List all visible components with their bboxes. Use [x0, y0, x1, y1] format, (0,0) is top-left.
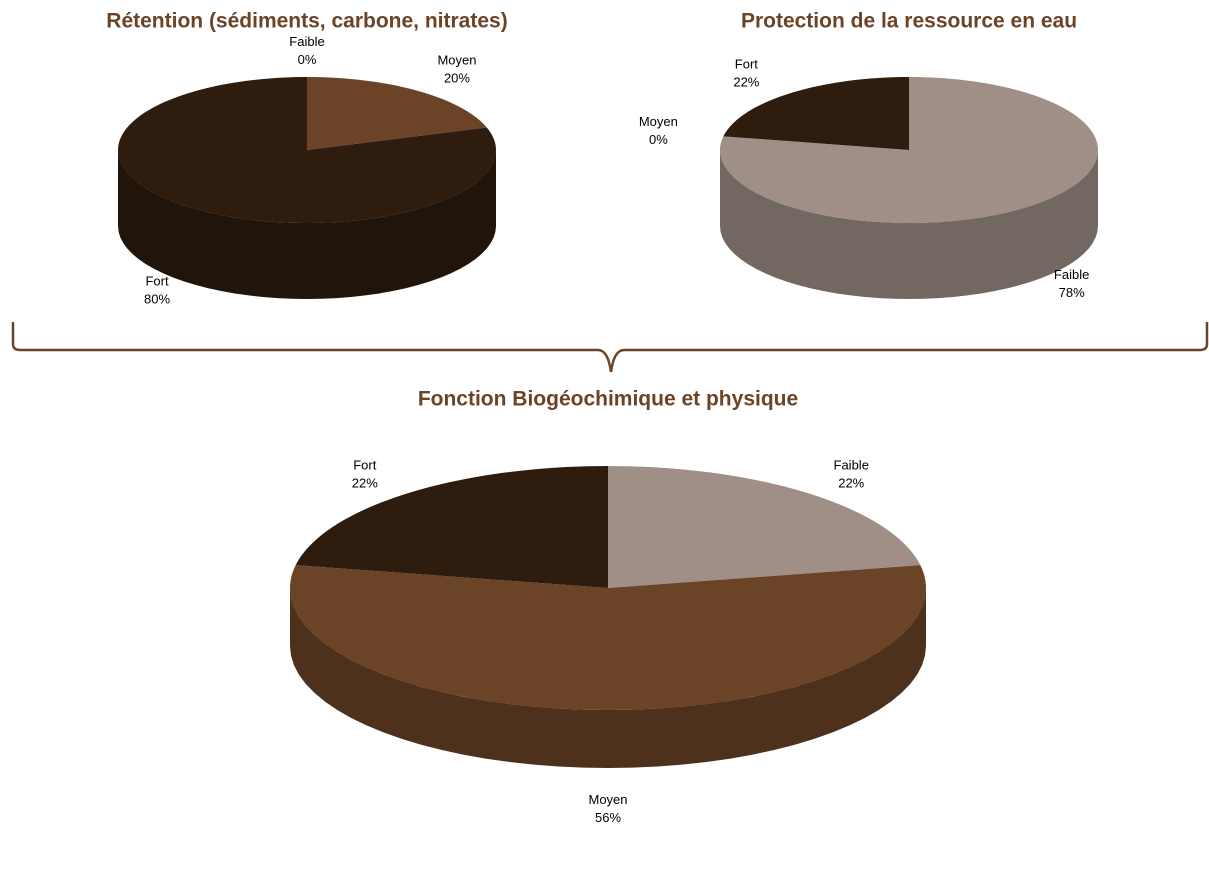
pie-slice: [608, 466, 921, 588]
pie-slice: [295, 466, 608, 588]
chart-title: Protection de la ressource en eau: [741, 10, 1077, 33]
slice-value-label: 22%: [838, 476, 864, 491]
pie-slice: [118, 77, 496, 223]
charts: Rétention (sédiments, carbone, nitrates)…: [106, 10, 1098, 825]
slice-category: Faible: [834, 458, 869, 473]
slice-value-label: 0%: [298, 52, 317, 67]
slice-value-label: 78%: [1059, 285, 1085, 300]
slice-value-label: 80%: [144, 292, 170, 307]
slice-value-label: 22%: [733, 75, 759, 90]
pie-slice: [720, 77, 1098, 223]
pie-wall: [290, 588, 926, 768]
brace: [11, 322, 1209, 373]
pie-slice: [723, 77, 909, 150]
chart-title: Fonction Biogéochimique et physique: [418, 388, 798, 411]
slice-category: Moyen: [639, 114, 678, 129]
slice-category: Fort: [735, 57, 759, 72]
slice-category: Moyen: [437, 53, 476, 68]
slice-value-label: 56%: [595, 810, 621, 825]
slice-value-label: 20%: [444, 71, 470, 86]
slice-category: Faible: [289, 34, 324, 49]
pie-wall: [118, 150, 496, 299]
chart-title: Rétention (sédiments, carbone, nitrates): [106, 10, 507, 33]
slice-category: Fort: [145, 274, 169, 289]
pie-slice: [307, 77, 487, 150]
pie-wall: [720, 150, 1098, 299]
slice-category: Faible: [1054, 267, 1089, 282]
slice-category: Moyen: [588, 792, 627, 807]
slice-value-label: 0%: [649, 132, 668, 147]
slice-category: Fort: [353, 458, 377, 473]
pie-slice: [290, 565, 926, 710]
slice-value-label: 22%: [352, 476, 378, 491]
